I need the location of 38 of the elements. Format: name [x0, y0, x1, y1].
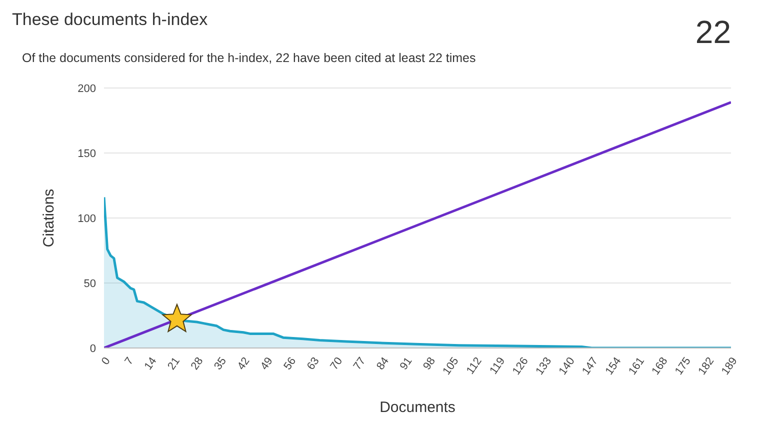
- x-tick-label: 154: [603, 355, 624, 378]
- x-axis-title: Documents: [380, 399, 456, 416]
- y-tick-label: 100: [78, 212, 96, 225]
- y-tick-label: 150: [78, 148, 96, 160]
- x-tick-label: 21: [166, 355, 183, 372]
- x-tick-label: 189: [719, 355, 740, 378]
- x-tick-label: 28: [188, 355, 206, 372]
- x-tick-label: 168: [650, 355, 670, 378]
- x-tick-label: 161: [626, 355, 647, 378]
- x-tick-label: 119: [488, 355, 508, 377]
- y-tick-label: 0: [90, 342, 96, 355]
- x-tick-label: 91: [398, 355, 415, 372]
- x-tick-label: 7: [122, 355, 136, 368]
- x-tick-label: 14: [142, 355, 160, 372]
- x-tick-label: 105: [440, 355, 462, 378]
- y-axis-title: Citations: [40, 188, 58, 248]
- x-tick-label: 98: [421, 355, 438, 372]
- x-tick-label: 42: [235, 355, 252, 372]
- y-tick-label: 50: [84, 278, 96, 290]
- y-tick-label: 200: [78, 82, 96, 95]
- chart-subtitle: Of the documents considered for the h-index, 22 have been cited at least 22 times: [22, 51, 476, 65]
- x-tick-label: 147: [580, 355, 601, 378]
- x-tick-label: 56: [282, 355, 299, 372]
- x-tick-label: 0: [100, 355, 113, 368]
- x-tick-label: 112: [464, 355, 484, 377]
- x-tick-label: 133: [534, 355, 554, 378]
- x-tick-label: 175: [673, 355, 694, 378]
- x-tick-label: 49: [258, 355, 276, 372]
- x-tick-label: 140: [556, 355, 578, 378]
- x-tick-label: 84: [374, 355, 392, 372]
- x-tick-label: 70: [328, 355, 346, 372]
- x-tick-label: 182: [696, 355, 717, 378]
- x-tick-label: 63: [305, 355, 322, 372]
- x-tick-label: 77: [351, 355, 368, 372]
- text: 22: [695, 14, 731, 51]
- x-tick-label: 126: [510, 355, 531, 378]
- chart-title: These documents h-index: [12, 10, 208, 30]
- x-tick-label: 35: [212, 355, 229, 372]
